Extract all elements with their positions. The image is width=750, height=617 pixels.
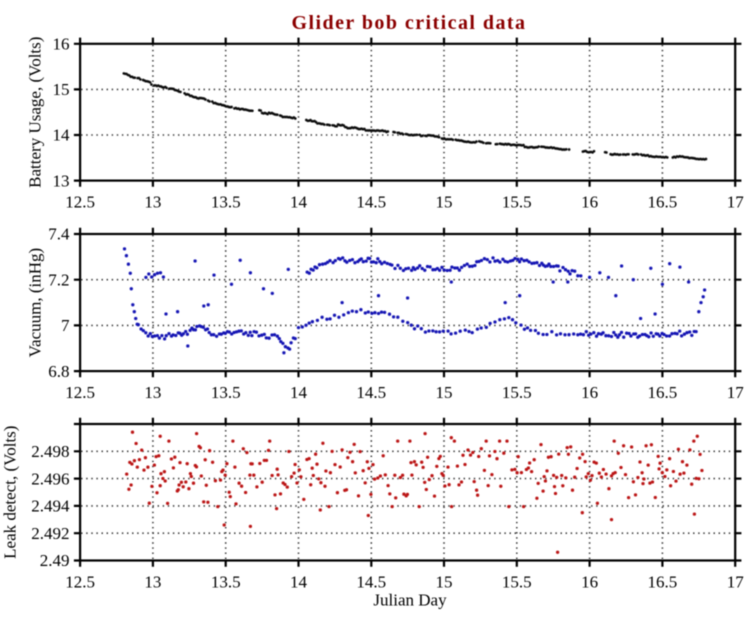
svg-text:15.5: 15.5 bbox=[502, 192, 532, 211]
svg-text:13: 13 bbox=[144, 572, 161, 591]
svg-text:2.498: 2.498 bbox=[31, 442, 69, 461]
svg-text:13.5: 13.5 bbox=[211, 192, 241, 211]
svg-text:2.494: 2.494 bbox=[31, 497, 70, 516]
svg-text:16.5: 16.5 bbox=[648, 572, 678, 591]
svg-text:2.49: 2.49 bbox=[40, 551, 70, 570]
svg-text:15: 15 bbox=[436, 192, 453, 211]
svg-text:17: 17 bbox=[727, 192, 745, 211]
svg-text:16.5: 16.5 bbox=[648, 192, 678, 211]
svg-text:Battery Usage, (Volts): Battery Usage, (Volts) bbox=[26, 37, 45, 188]
svg-text:13.5: 13.5 bbox=[211, 383, 241, 402]
svg-text:16.5: 16.5 bbox=[648, 383, 678, 402]
svg-text:14.5: 14.5 bbox=[356, 192, 386, 211]
svg-text:16: 16 bbox=[581, 192, 598, 211]
svg-text:Leak detect, (Volts): Leak detect, (Volts) bbox=[0, 426, 19, 559]
svg-text:7: 7 bbox=[61, 316, 70, 335]
svg-text:13: 13 bbox=[144, 192, 161, 211]
svg-text:15: 15 bbox=[436, 383, 453, 402]
svg-text:14.5: 14.5 bbox=[356, 572, 386, 591]
svg-text:14: 14 bbox=[290, 383, 308, 402]
svg-text:2.492: 2.492 bbox=[31, 524, 69, 543]
svg-text:Julian Day: Julian Day bbox=[373, 591, 447, 610]
svg-text:16: 16 bbox=[53, 35, 70, 54]
svg-text:15: 15 bbox=[436, 572, 453, 591]
svg-text:16: 16 bbox=[581, 572, 598, 591]
svg-text:14: 14 bbox=[290, 192, 308, 211]
svg-text:14.5: 14.5 bbox=[356, 383, 386, 402]
svg-text:Glider bob critical data: Glider bob critical data bbox=[292, 12, 527, 34]
svg-text:15.5: 15.5 bbox=[502, 572, 532, 591]
svg-text:15: 15 bbox=[53, 80, 70, 99]
svg-text:14: 14 bbox=[53, 126, 71, 145]
svg-text:7.2: 7.2 bbox=[48, 270, 69, 289]
svg-text:16: 16 bbox=[581, 383, 598, 402]
svg-text:7.4: 7.4 bbox=[48, 225, 70, 244]
svg-text:14: 14 bbox=[290, 572, 308, 591]
svg-text:15.5: 15.5 bbox=[502, 383, 532, 402]
svg-text:2.496: 2.496 bbox=[31, 469, 69, 488]
svg-text:13.5: 13.5 bbox=[211, 572, 241, 591]
svg-text:13: 13 bbox=[53, 171, 70, 190]
svg-text:17: 17 bbox=[727, 383, 745, 402]
svg-text:13: 13 bbox=[144, 383, 161, 402]
svg-text:17: 17 bbox=[727, 572, 745, 591]
svg-text:12.5: 12.5 bbox=[65, 572, 95, 591]
svg-text:6.8: 6.8 bbox=[48, 362, 69, 381]
svg-text:12.5: 12.5 bbox=[65, 192, 95, 211]
svg-text:12.5: 12.5 bbox=[65, 383, 95, 402]
svg-text:Vacuum, (inHg): Vacuum, (inHg) bbox=[26, 248, 45, 358]
